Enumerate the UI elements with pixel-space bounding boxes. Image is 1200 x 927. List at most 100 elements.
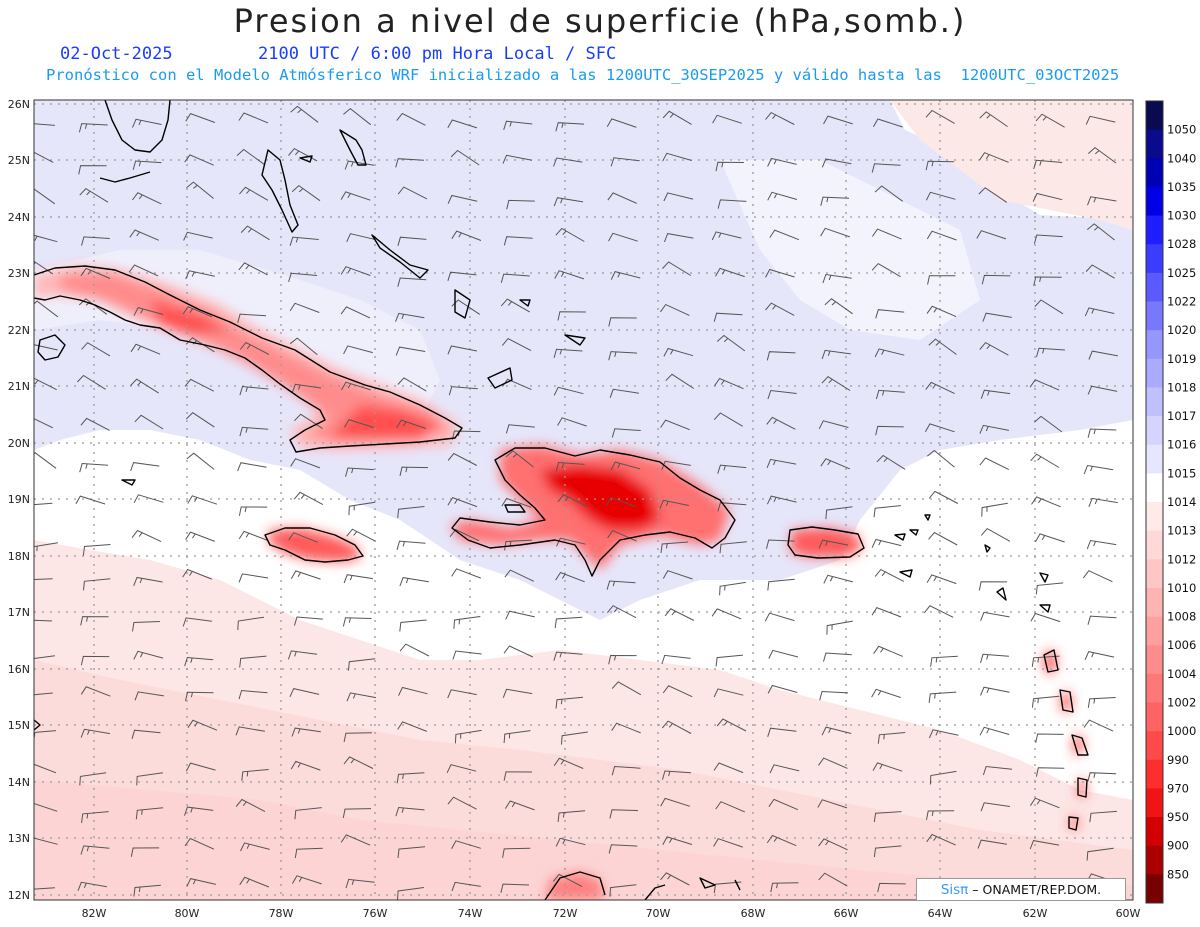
wind-barb (980, 802, 1010, 812)
map-frame (33, 99, 1134, 901)
lat-axis: 12N 13N 14N 15N 16N 17N 18N 19N 20N 21N … (8, 98, 30, 902)
wind-barb (662, 685, 693, 698)
colorbar-swatch (1146, 616, 1163, 646)
wind-barb (608, 232, 638, 242)
wind-barb (825, 506, 853, 520)
wind-barb (1035, 533, 1065, 543)
lon-tick-label: 62W (1023, 907, 1048, 920)
wind-barb (871, 163, 901, 173)
colorbar-swatch (1146, 759, 1163, 789)
wind-barb (1032, 192, 1063, 202)
wind-barb (344, 419, 374, 428)
wind-barb (874, 568, 905, 582)
wind-barb (924, 423, 955, 433)
wind-barb (871, 606, 902, 618)
wind-barb (609, 388, 639, 398)
colorbar-swatch (1146, 301, 1163, 331)
wind-barb (716, 334, 746, 352)
wind-barb (1033, 159, 1063, 170)
wind-barb (925, 109, 955, 124)
wind-barb (131, 729, 161, 739)
wind-barb (448, 386, 478, 396)
wind-barb (130, 378, 159, 394)
wind-barb (239, 186, 269, 201)
wind-barb (135, 807, 164, 820)
wind-barb (767, 191, 798, 201)
wind-barb (399, 619, 427, 632)
wind-barb (874, 185, 903, 202)
wind-barb (185, 531, 215, 542)
wind-barb (979, 726, 1010, 736)
wind-barb (396, 772, 425, 784)
wind-barb (661, 460, 691, 470)
colorbar-label: 1019 (1167, 352, 1196, 366)
wind-barb (290, 760, 321, 771)
wind-barb (184, 837, 215, 850)
wind-barb (451, 299, 481, 315)
wind-barb (289, 236, 319, 246)
wind-barb (555, 837, 586, 847)
wind-barb (717, 199, 747, 209)
colorbar-swatch (1146, 272, 1163, 302)
valid-time-line: 02-Oct-2025 2100 UTC / 6:00 pm Hora Local… (60, 44, 616, 64)
lat-tick-label: 26N (8, 98, 30, 111)
wind-barb (769, 764, 800, 774)
wind-barb (294, 807, 322, 820)
wind-barb (713, 688, 744, 698)
wind-barb (876, 454, 906, 470)
wind-barb (237, 616, 265, 631)
colorbar-label: 1000 (1167, 724, 1196, 738)
colorbar-label: 1002 (1167, 696, 1196, 710)
colorbar-label: 850 (1167, 867, 1189, 881)
lon-tick-label: 66W (834, 907, 859, 920)
colorbar-swatch (1146, 330, 1163, 360)
colorbar-swatch (1146, 358, 1163, 388)
wind-barb (1087, 146, 1117, 164)
wind-barb (183, 231, 213, 241)
wind-barb (238, 506, 268, 516)
wind-barb (293, 491, 324, 506)
lon-tick-label: 80W (175, 907, 200, 920)
wind-barb (185, 762, 216, 772)
wind-barb (34, 692, 53, 696)
wind-barb (289, 302, 320, 313)
lon-tick-label: 78W (269, 907, 294, 920)
wind-barb (661, 720, 692, 734)
wind-barb (1085, 264, 1115, 279)
wind-barb (821, 376, 851, 391)
wind-barb (340, 834, 371, 846)
wind-barb (34, 802, 58, 812)
wind-barb (766, 351, 796, 361)
wind-barb (554, 270, 585, 280)
wind-barb (1036, 347, 1065, 358)
wind-barb (873, 811, 902, 823)
wind-barb (237, 313, 267, 323)
wind-barb (132, 160, 162, 170)
wind-barb (823, 115, 853, 125)
wind-barb (340, 306, 371, 319)
wind-barb (923, 605, 954, 618)
wind-barb (346, 528, 376, 542)
wind-barb (239, 655, 267, 668)
wind-barb (235, 726, 265, 736)
wind-barb (820, 196, 850, 206)
wind-barb (77, 881, 107, 891)
wind-barb (767, 727, 797, 737)
wind-barb (502, 154, 533, 164)
wind-barb (980, 611, 1010, 621)
wind-barb (662, 261, 692, 276)
wind-barb (875, 389, 905, 400)
wind-barb (132, 621, 160, 632)
wind-barb (503, 645, 534, 658)
wind-barb (556, 537, 586, 547)
wind-barb (447, 194, 478, 204)
wind-barb (34, 887, 56, 890)
lat-tick-label: 16N (8, 663, 30, 676)
wind-barb (1083, 719, 1114, 732)
wind-barb (713, 412, 743, 427)
lat-tick-label: 25N (8, 154, 30, 167)
wind-barb (770, 882, 799, 893)
lat-tick-label: 15N (8, 719, 30, 732)
wind-barb (719, 541, 747, 554)
wind-barb (1035, 113, 1065, 128)
